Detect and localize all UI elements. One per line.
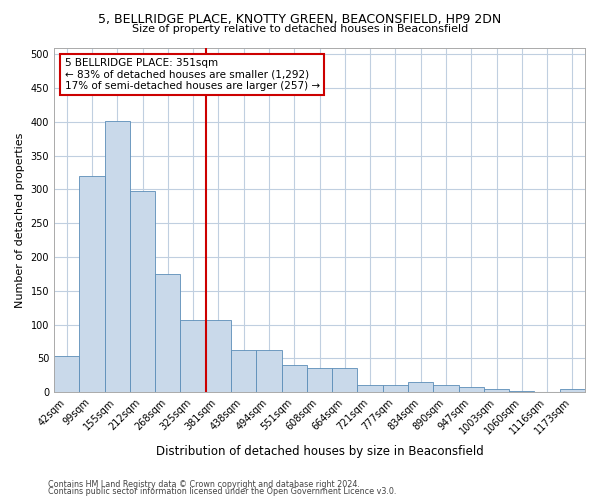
- Bar: [307, 368, 332, 392]
- Bar: [231, 350, 256, 392]
- Bar: [484, 390, 509, 392]
- Bar: [130, 192, 155, 392]
- Y-axis label: Number of detached properties: Number of detached properties: [15, 132, 25, 308]
- Bar: [256, 350, 281, 392]
- Bar: [332, 368, 358, 392]
- Text: Contains public sector information licensed under the Open Government Licence v3: Contains public sector information licen…: [48, 487, 397, 496]
- X-axis label: Distribution of detached houses by size in Beaconsfield: Distribution of detached houses by size …: [155, 444, 484, 458]
- Text: 5 BELLRIDGE PLACE: 351sqm
← 83% of detached houses are smaller (1,292)
17% of se: 5 BELLRIDGE PLACE: 351sqm ← 83% of detac…: [65, 58, 320, 91]
- Bar: [408, 382, 433, 392]
- Bar: [358, 386, 383, 392]
- Text: Contains HM Land Registry data © Crown copyright and database right 2024.: Contains HM Land Registry data © Crown c…: [48, 480, 360, 489]
- Bar: [509, 391, 535, 392]
- Bar: [79, 176, 104, 392]
- Bar: [433, 386, 458, 392]
- Bar: [383, 386, 408, 392]
- Bar: [560, 389, 585, 392]
- Bar: [281, 365, 307, 392]
- Text: Size of property relative to detached houses in Beaconsfield: Size of property relative to detached ho…: [132, 24, 468, 34]
- Bar: [54, 356, 79, 392]
- Bar: [104, 121, 130, 392]
- Text: 5, BELLRIDGE PLACE, KNOTTY GREEN, BEACONSFIELD, HP9 2DN: 5, BELLRIDGE PLACE, KNOTTY GREEN, BEACON…: [98, 12, 502, 26]
- Bar: [206, 320, 231, 392]
- Bar: [458, 388, 484, 392]
- Bar: [155, 274, 181, 392]
- Bar: [181, 320, 206, 392]
